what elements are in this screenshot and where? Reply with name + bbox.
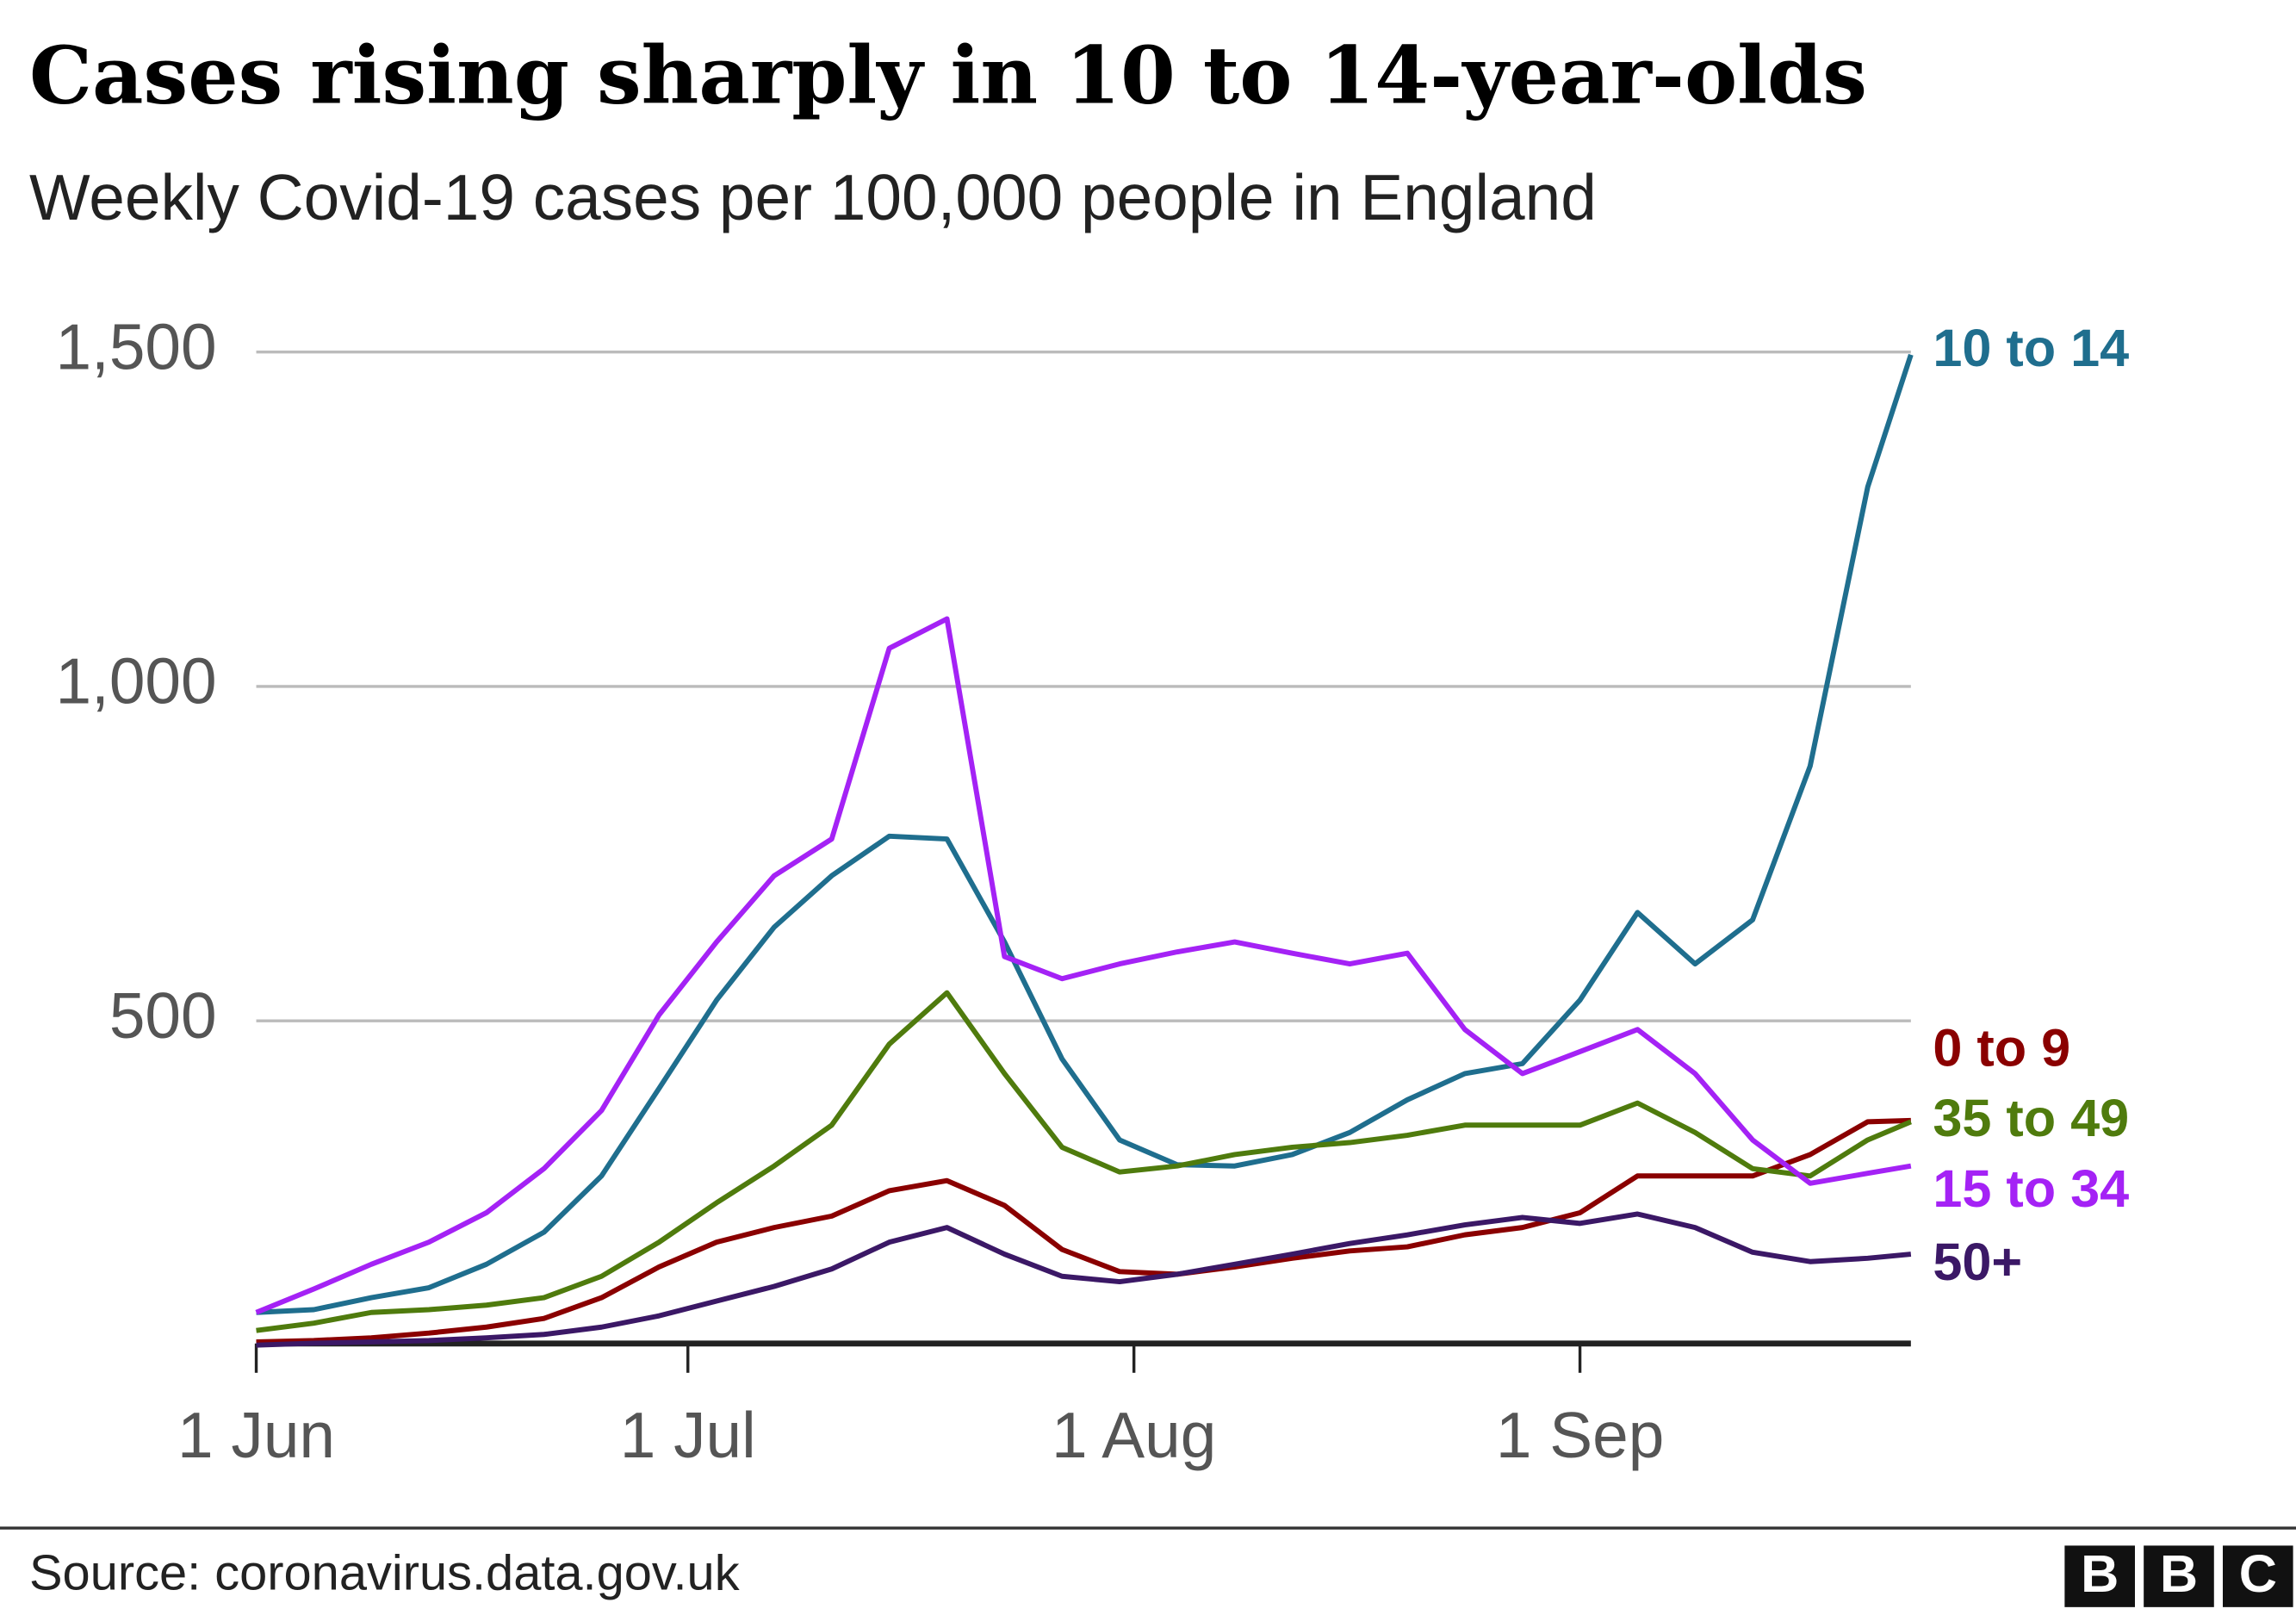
source: Source: coronavirus.data.gov.uk: [29, 1545, 740, 1600]
series-label: 15 to 34: [1933, 1159, 2129, 1218]
series-label: 35 to 49: [1933, 1089, 2129, 1147]
logo-box: [2064, 1545, 2135, 1607]
x-tick-label: 1 Aug: [1052, 1399, 1216, 1471]
series-line: [256, 1117, 1911, 1345]
series-label: 50+: [1933, 1233, 2022, 1291]
y-tick-label: 1,500: [55, 310, 216, 382]
series-line: [256, 1211, 1912, 1348]
series-label: 0 to 9: [1933, 1019, 2070, 1078]
x-tick-label: 1 Sep: [1496, 1399, 1664, 1471]
chart-title: Cases rising sharply in 10 to 14-year-ol…: [29, 29, 1867, 122]
series-line: [256, 353, 1914, 1315]
series-line: [256, 990, 1912, 1333]
series-line: [255, 616, 1912, 1315]
logo-letter: C: [2239, 1544, 2277, 1603]
logo-letter: B: [2160, 1544, 2198, 1603]
logo-box: [2144, 1545, 2214, 1607]
x-tick-label: 1 Jun: [177, 1399, 335, 1471]
logo-box: [2222, 1545, 2293, 1607]
y-tick-label: 500: [109, 979, 217, 1052]
y-tick-label: 1,000: [55, 645, 216, 717]
logo-letter: B: [2081, 1544, 2119, 1603]
x-tick-label: 1 Jul: [620, 1399, 756, 1471]
series-label: 10 to 14: [1933, 319, 2129, 377]
chart-subtitle: Weekly Covid-19 cases per 100,000 people…: [29, 161, 1597, 233]
